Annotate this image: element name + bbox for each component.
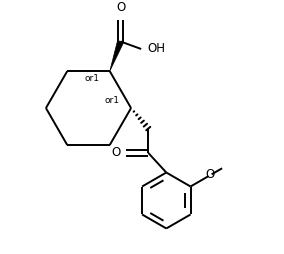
Polygon shape <box>110 40 124 71</box>
Text: O: O <box>111 146 120 160</box>
Text: or1: or1 <box>84 74 99 83</box>
Text: O: O <box>116 1 125 13</box>
Text: O: O <box>205 168 214 181</box>
Text: OH: OH <box>147 42 165 55</box>
Text: or1: or1 <box>104 96 119 105</box>
